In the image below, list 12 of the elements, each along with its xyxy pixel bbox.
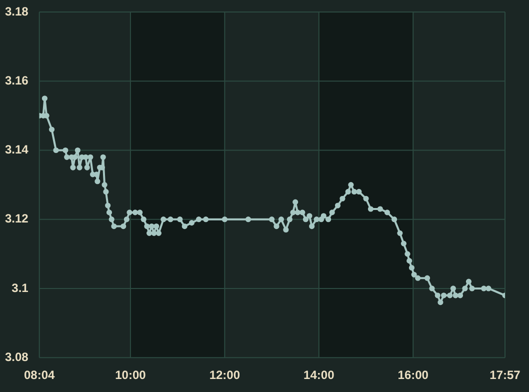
x-tick-label: 08:04	[24, 368, 56, 382]
y-tick-label: 3.1	[12, 280, 29, 295]
x-tick-label: 16:00	[398, 368, 429, 382]
x-tick-label: 12:00	[209, 368, 240, 382]
y-tick-label: 3.08	[4, 350, 29, 364]
y-tick-label: 3.14	[4, 142, 29, 157]
y-tick-label: 3.12	[4, 212, 29, 226]
x-tick-label: 17:57	[490, 368, 521, 382]
y-tick-label: 3.18	[4, 4, 29, 18]
x-tick-label: 10:00	[115, 368, 146, 382]
x-tick-label: 14:00	[304, 368, 335, 382]
y-tick-label: 3.16	[4, 73, 29, 88]
